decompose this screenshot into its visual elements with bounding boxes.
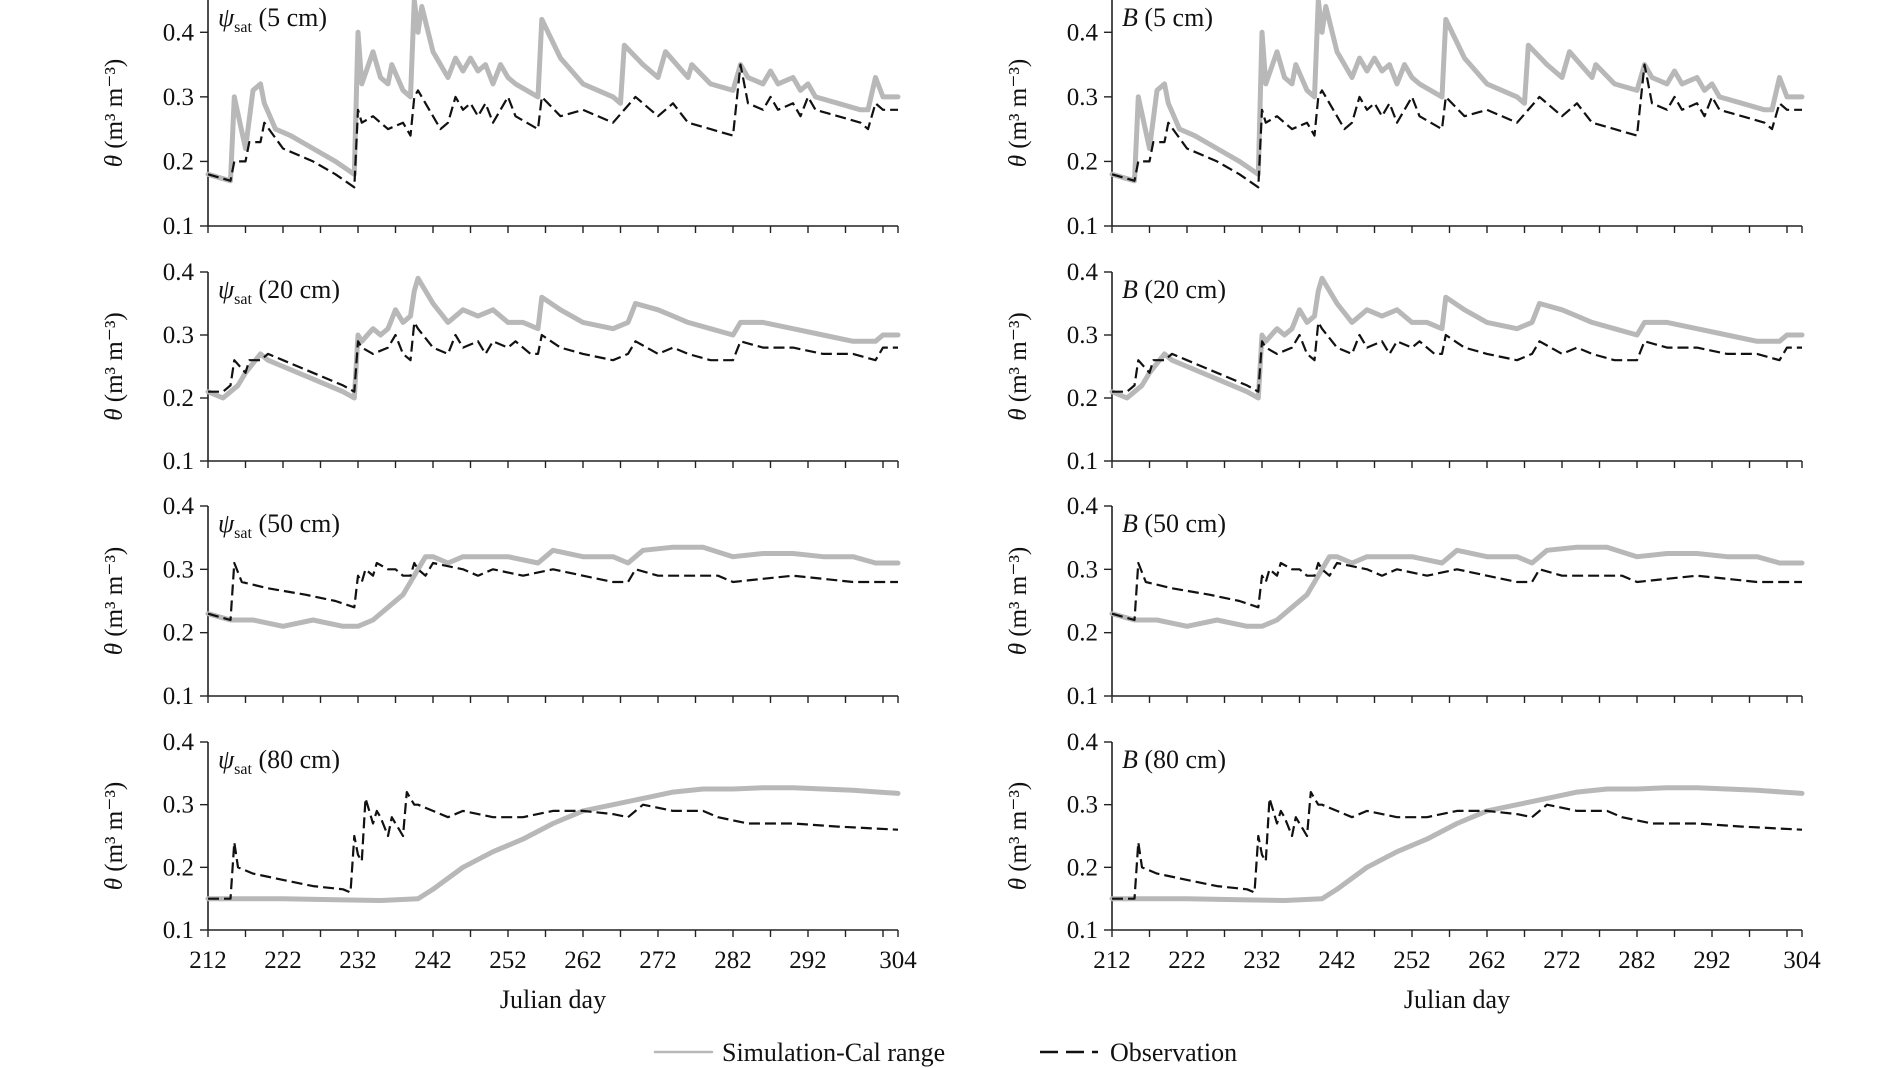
series-simulation (1109, 275, 1805, 401)
series-observation (208, 790, 899, 900)
y-tick-label: 0.4 (163, 259, 195, 286)
x-tick-label: 262 (564, 947, 602, 974)
x-tick-label: 242 (1318, 947, 1356, 974)
y-tick-label: 0.3 (1067, 84, 1098, 111)
series-observation (208, 321, 898, 393)
y-tick-label: 0.3 (163, 792, 194, 819)
x-tick-label: 272 (639, 947, 677, 974)
x-tick-label: 304 (879, 947, 917, 974)
y-tick-label: 0.1 (163, 213, 194, 240)
series-observation (1112, 790, 1803, 900)
chart-panel-6: 0.1 0.2 0.3 0.4 212 222 232 242 252 262 272 282 292 3… (101, 729, 917, 1014)
y-tick-label: 0.2 (1067, 620, 1098, 647)
chart-panel-2: 0.1 0.2 0.3 0.4 θ (m³ m⁻³) ψsat (20 cm) (101, 259, 901, 475)
y-tick-label: 0.2 (163, 148, 194, 175)
x-tick-label: 262 (1468, 947, 1506, 974)
y-axis-title: θ (m³ m⁻³) (1005, 312, 1032, 421)
y-axis-title: θ (m³ m⁻³) (1005, 547, 1032, 656)
y-axis-title: θ (m³ m⁻³) (1005, 782, 1032, 891)
x-tick-label: 242 (414, 947, 452, 974)
x-axis-title: Julian day (500, 985, 606, 1014)
x-tick-label: 282 (1618, 947, 1656, 974)
chart-panel-3: 0.1 0.2 0.3 0.4 θ (m³ m⁻³) B (20 cm) (1005, 259, 1805, 475)
y-tick-label: 0.1 (1067, 683, 1098, 710)
panel-label: B (50 cm) (1122, 509, 1226, 538)
y-tick-label: 0.2 (163, 620, 194, 647)
chart-panel-0: 0.1 0.2 0.3 0.4 θ (m³ m⁻³) ψsat (5 cm) (101, 0, 901, 240)
panel-label: B (20 cm) (1122, 275, 1226, 304)
x-tick-label: 252 (489, 947, 527, 974)
series-observation (1111, 561, 1802, 622)
chart-panel-1: 0.1 0.2 0.3 0.4 θ (m³ m⁻³) B (5 cm) (1005, 0, 1805, 240)
y-tick-label: 0.4 (163, 19, 195, 46)
x-tick-label: 222 (264, 947, 302, 974)
series-observation (207, 561, 898, 622)
x-tick-label: 282 (714, 947, 752, 974)
y-tick-label: 0.4 (163, 729, 195, 756)
x-tick-label: 292 (1693, 947, 1731, 974)
panel-label: ψsat (20 cm) (218, 275, 340, 308)
series-simulation (205, 544, 901, 629)
series-simulation (205, 275, 901, 401)
series-observation (1111, 63, 1802, 189)
legend-simulation-label: Simulation-Cal range (722, 1038, 945, 1067)
x-tick-label: 252 (1393, 947, 1431, 974)
y-tick-label: 0.4 (163, 493, 195, 520)
legend: Simulation-Cal range Observation (653, 1038, 1237, 1067)
y-tick-label: 0.1 (1067, 448, 1098, 475)
y-axis-title: θ (m³ m⁻³) (101, 312, 128, 421)
x-axis-title: Julian day (1404, 985, 1510, 1014)
chart-panels: 0.10.20.30.4θ (m³ m⁻³)ψsat (5 cm)0.10.20… (101, 0, 1821, 1014)
y-tick-label: 0.3 (1067, 792, 1098, 819)
series-simulation (1109, 0, 1805, 184)
y-axis-title: θ (m³ m⁻³) (1005, 59, 1032, 168)
x-tick-label: 212 (189, 947, 227, 974)
y-tick-label: 0.1 (163, 448, 194, 475)
y-axis-title: θ (m³ m⁻³) (101, 782, 128, 891)
x-tick-label: 212 (1093, 947, 1131, 974)
y-tick-label: 0.1 (1067, 213, 1098, 240)
y-tick-label: 0.2 (1067, 148, 1098, 175)
series-simulation (205, 0, 901, 184)
y-tick-label: 0.3 (1067, 556, 1098, 583)
series-simulation (1109, 544, 1805, 629)
panel-label: B (5 cm) (1122, 3, 1213, 32)
y-tick-label: 0.4 (1067, 259, 1099, 286)
y-tick-label: 0.2 (1067, 385, 1098, 412)
y-tick-label: 0.1 (1067, 917, 1098, 944)
series-observation (207, 63, 898, 189)
panel-label: B (80 cm) (1122, 745, 1226, 774)
panel-label: ψsat (50 cm) (218, 509, 340, 542)
y-tick-label: 0.4 (1067, 729, 1099, 756)
chart-panel-5: 0.1 0.2 0.3 0.4 θ (m³ m⁻³) B (50 cm) (1005, 493, 1805, 710)
y-tick-label: 0.3 (163, 556, 194, 583)
x-tick-label: 304 (1783, 947, 1821, 974)
series-simulation (1109, 785, 1805, 903)
series-simulation (205, 785, 901, 903)
y-tick-label: 0.4 (1067, 493, 1099, 520)
panel-label: ψsat (80 cm) (218, 745, 340, 778)
x-tick-label: 292 (789, 947, 827, 974)
legend-observation-label: Observation (1110, 1038, 1237, 1067)
y-tick-label: 0.3 (1067, 322, 1098, 349)
x-tick-label: 232 (1243, 947, 1281, 974)
y-tick-label: 0.3 (163, 322, 194, 349)
chart-panel-7: 0.1 0.2 0.3 0.4 212 222 232 242 252 262 272 282 292 3… (1005, 729, 1821, 1014)
chart-panel-4: 0.1 0.2 0.3 0.4 θ (m³ m⁻³) ψsat (50 cm) (101, 493, 901, 710)
x-tick-label: 222 (1168, 947, 1206, 974)
series-observation (1112, 321, 1802, 393)
y-tick-label: 0.1 (163, 917, 194, 944)
x-tick-label: 272 (1543, 947, 1581, 974)
y-axis-title: θ (m³ m⁻³) (101, 59, 128, 168)
x-tick-label: 232 (339, 947, 377, 974)
y-tick-label: 0.2 (163, 854, 194, 881)
y-tick-label: 0.4 (1067, 19, 1099, 46)
y-axis-title: θ (m³ m⁻³) (101, 547, 128, 656)
y-tick-label: 0.2 (1067, 854, 1098, 881)
y-tick-label: 0.3 (163, 84, 194, 111)
y-tick-label: 0.1 (163, 683, 194, 710)
panel-label: ψsat (5 cm) (218, 3, 327, 36)
y-tick-label: 0.2 (163, 385, 194, 412)
